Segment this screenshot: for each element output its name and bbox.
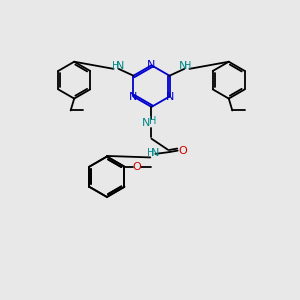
Text: O: O [178, 146, 188, 156]
Text: O: O [133, 162, 141, 172]
Text: H: H [184, 61, 191, 71]
Text: N: N [178, 61, 187, 71]
Text: N: N [151, 148, 159, 158]
Text: N: N [147, 60, 156, 70]
Text: N: N [116, 61, 124, 71]
Text: N: N [142, 118, 151, 128]
Text: N: N [166, 92, 174, 101]
Text: N: N [129, 92, 137, 101]
Text: H: H [147, 148, 154, 158]
Text: H: H [149, 116, 157, 126]
Text: H: H [112, 61, 119, 71]
